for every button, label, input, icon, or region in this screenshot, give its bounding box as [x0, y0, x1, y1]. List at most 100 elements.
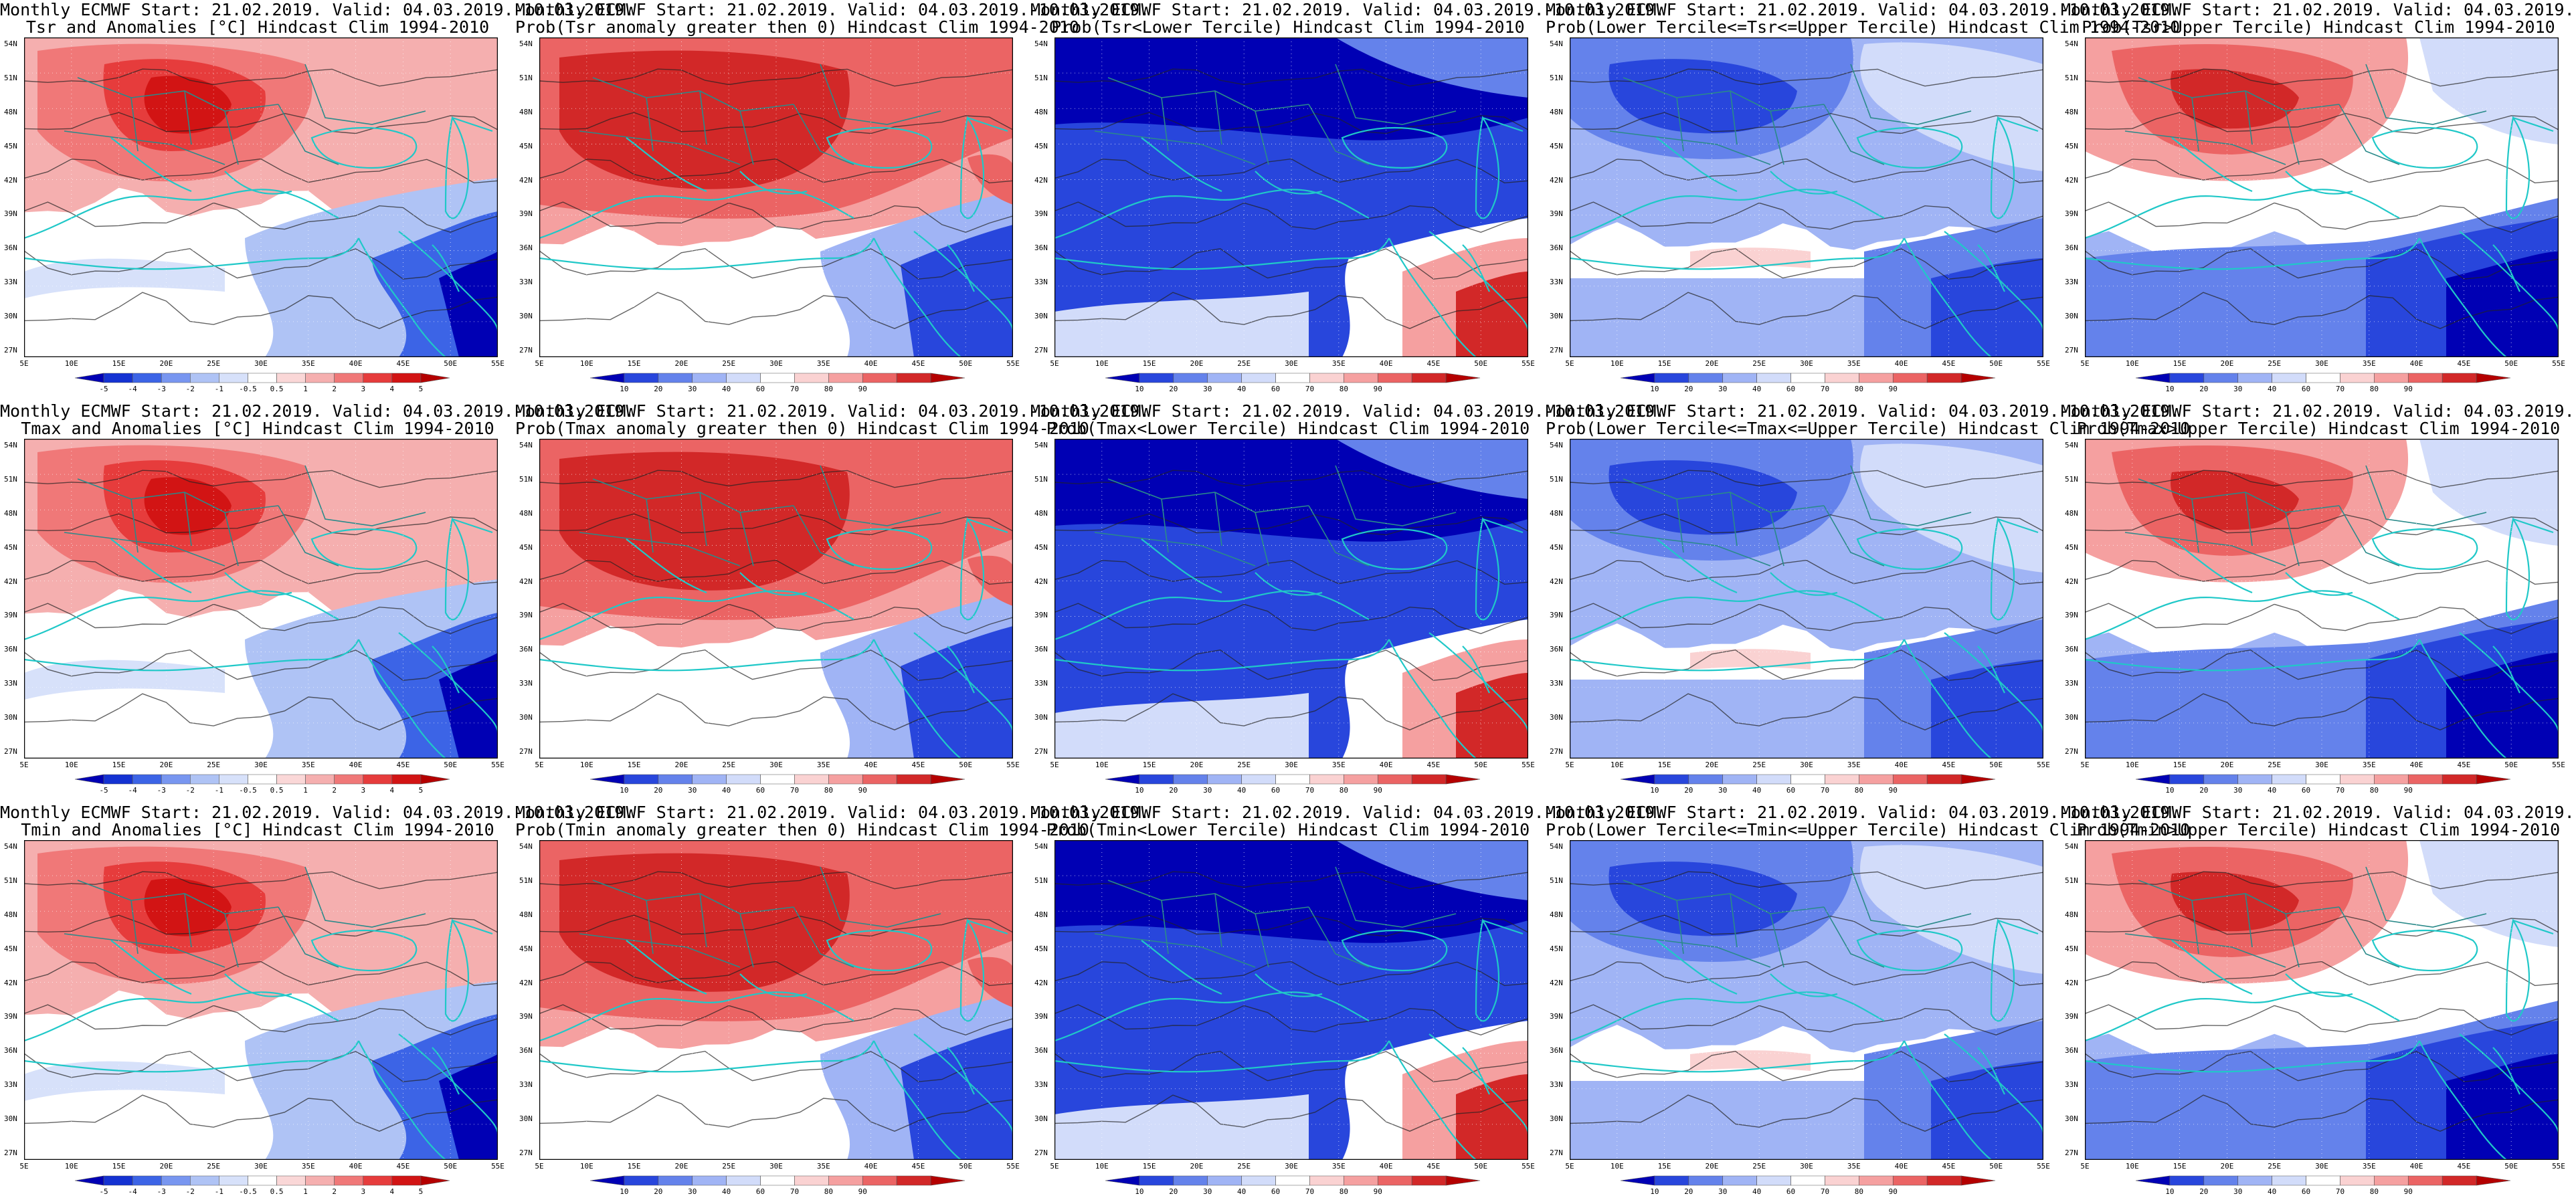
colorbar-tick-label: 10 — [1135, 385, 1144, 393]
colorbar-tick-label: 70 — [1305, 786, 1315, 795]
colorbar-tick-label: -3 — [157, 385, 166, 393]
lon-tick-label: 25E — [2268, 1162, 2282, 1171]
panel-title-line1: Monthly ECMWF Start: 21.02.2019. Valid: … — [515, 0, 1150, 19]
colorbar-tick-label: 30 — [688, 1187, 697, 1196]
panel-title-line1: Monthly ECMWF Start: 21.02.2019. Valid: … — [515, 401, 1150, 421]
lat-tick-label: 51N — [2065, 876, 2078, 885]
lat-tick-label: 45N — [4, 542, 17, 552]
panel-title-line2: Prob(Tsr>Upper Tercile) Hindcast Clim 19… — [2082, 17, 2555, 37]
map-panel: Monthly ECMWF Start: 21.02.2019. Valid: … — [515, 803, 1149, 1204]
colorbar-tick-label: 10 — [2165, 385, 2175, 393]
panel-title-line1: Monthly ECMWF Start: 21.02.2019. Valid: … — [0, 0, 635, 19]
colorbar-tick-label: 60 — [755, 786, 765, 795]
lat-tick-label: 42N — [1034, 577, 1048, 586]
colorbar-tick-label: 80 — [1339, 1187, 1348, 1196]
colorbar — [1620, 774, 1996, 785]
lon-tick-label: 55E — [491, 359, 504, 368]
lat-tick-label: 54N — [4, 441, 17, 449]
map-panel: Monthly ECMWF Start: 21.02.2019. Valid: … — [1546, 803, 2190, 1204]
colorbar-tick-label: -4 — [128, 385, 137, 393]
panel-title-line1: Monthly ECMWF Start: 21.02.2019. Valid: … — [2061, 401, 2576, 421]
colorbar-tick-label: -1 — [214, 786, 223, 795]
lon-tick-label: 45E — [396, 761, 410, 769]
lat-tick-label: 39N — [1034, 1012, 1048, 1021]
colorbar-tick-label: 40 — [2268, 786, 2277, 795]
lat-tick-label: 30N — [1550, 713, 1563, 722]
forecast-map — [1054, 840, 1528, 1160]
lon-tick-label: 25E — [1237, 1162, 1251, 1171]
lat-tick-label: 48N — [1034, 910, 1048, 919]
lon-tick-label: 20E — [2220, 761, 2234, 769]
lat-tick-label: 51N — [2065, 474, 2078, 484]
lat-tick-label: 27N — [1034, 346, 1048, 355]
colorbar-tick-label: 70 — [790, 385, 800, 393]
lat-tick-label: 27N — [1550, 346, 1563, 355]
lon-tick-label: 15E — [112, 359, 126, 368]
lat-tick-label: 39N — [1550, 611, 1563, 620]
colorbar-tick-label: 10 — [620, 385, 629, 393]
lon-tick-label: 45E — [2457, 761, 2471, 769]
panel-title-line1: Monthly ECMWF Start: 21.02.2019. Valid: … — [0, 803, 635, 822]
lat-tick-label: 27N — [1550, 747, 1563, 756]
lon-tick-label: 20E — [1705, 761, 1719, 769]
lon-tick-label: 5E — [535, 359, 544, 368]
lon-tick-label: 45E — [2457, 1162, 2471, 1171]
lon-tick-label: 40E — [2409, 761, 2423, 769]
colorbar-tick-label: 20 — [654, 385, 663, 393]
colorbar-tick-label: -3 — [157, 786, 166, 795]
lon-tick-label: 25E — [1237, 359, 1251, 368]
lon-tick-label: 55E — [1522, 761, 1535, 769]
lat-tick-label: 51N — [4, 474, 17, 484]
lon-tick-label: 15E — [1142, 359, 1156, 368]
lat-tick-label: 45N — [1550, 141, 1563, 150]
lat-tick-label: 42N — [4, 577, 17, 586]
colorbar-tick-label: 4 — [389, 1187, 395, 1196]
lat-tick-label: 48N — [4, 910, 17, 919]
lat-tick-label: 30N — [519, 1114, 533, 1124]
lat-tick-label: 48N — [1550, 910, 1563, 919]
lon-tick-label: 20E — [159, 761, 173, 769]
lat-tick-label: 54N — [1550, 39, 1563, 48]
lon-tick-label: 5E — [1565, 761, 1574, 769]
lon-tick-label: 10E — [64, 359, 78, 368]
lon-tick-label: 40E — [864, 761, 878, 769]
lat-tick-label: 48N — [519, 508, 533, 518]
lat-tick-label: 51N — [1550, 73, 1563, 82]
lat-tick-label: 51N — [4, 73, 17, 82]
colorbar-tick-label: 0.5 — [270, 385, 284, 393]
lon-tick-label: 20E — [674, 1162, 688, 1171]
lon-tick-label: 10E — [1095, 359, 1109, 368]
lat-tick-label: 27N — [1034, 747, 1048, 756]
colorbar-tick-label: 80 — [824, 385, 833, 393]
lon-tick-label: 35E — [1847, 1162, 1861, 1171]
lat-tick-label: 51N — [4, 876, 17, 885]
lat-tick-label: 42N — [519, 978, 533, 987]
lat-tick-label: 39N — [519, 1012, 533, 1021]
colorbar-tick-label: 30 — [1203, 385, 1212, 393]
lon-tick-label: 50E — [1989, 1162, 2003, 1171]
colorbar-tick-label: 2 — [332, 1187, 337, 1196]
panel-title-line2: Prob(Tmax anomaly greater then 0) Hindca… — [515, 419, 1089, 438]
colorbar-tick-label: 90 — [858, 385, 867, 393]
lon-tick-label: 15E — [112, 761, 126, 769]
lat-tick-label: 45N — [1034, 944, 1048, 953]
lat-tick-label: 42N — [519, 175, 533, 185]
colorbar-tick-label: 20 — [1684, 786, 1693, 795]
lat-tick-label: 48N — [4, 107, 17, 116]
lon-tick-label: 20E — [159, 1162, 173, 1171]
lon-tick-label: 35E — [301, 761, 315, 769]
lat-tick-label: 42N — [4, 175, 17, 185]
lat-tick-label: 27N — [4, 1148, 17, 1157]
colorbar-tick-label: 30 — [688, 786, 697, 795]
lon-tick-label: 5E — [1565, 359, 1574, 368]
lon-tick-label: 10E — [579, 359, 593, 368]
panel-title-line2: Prob(Tmin anomaly greater then 0) Hindca… — [515, 820, 1089, 839]
lat-tick-label: 48N — [1550, 107, 1563, 116]
lon-tick-label: 40E — [349, 761, 363, 769]
colorbar-tick-label: 10 — [620, 786, 629, 795]
colorbar-tick-label: 2 — [332, 786, 337, 795]
lon-tick-label: 15E — [2173, 761, 2187, 769]
panel-title-line2: Prob(Tsr anomaly greater then 0) Hindcas… — [515, 17, 1079, 37]
lon-tick-label: 15E — [627, 1162, 641, 1171]
